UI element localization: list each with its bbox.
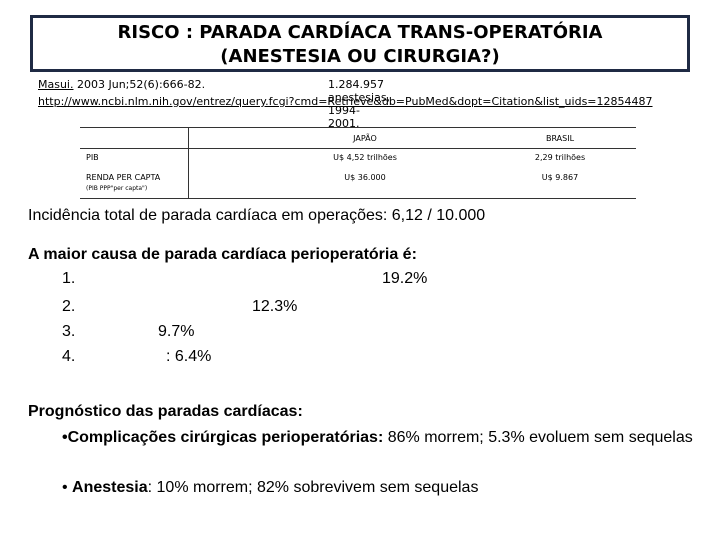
bullet-surgical-label: •Complicações cirúrgicas perioperatórias… bbox=[62, 429, 384, 446]
cell-japan: U$ 36.000 bbox=[344, 173, 386, 182]
title-box: RISCO : PARADA CARDÍACA TRANS-OPERATÓRIA… bbox=[30, 15, 690, 72]
prognosis-heading: Prognóstico das paradas cardíacas: bbox=[28, 403, 303, 420]
row-sublabel: (PIB PPP"per capta") bbox=[86, 185, 148, 192]
major-cause-heading: A maior causa de parada cardíaca periope… bbox=[28, 246, 417, 263]
row-label: PIB bbox=[86, 153, 99, 162]
table-header-row: JAPÃO BRASIL bbox=[80, 127, 636, 149]
cell-japan: U$ 4,52 trilhões bbox=[333, 153, 397, 162]
bullet-anesthesia-text: : 10% morrem; 82% sobrevivem sem sequela… bbox=[147, 479, 479, 496]
title-line-2: (ANESTESIA OU CIRURGIA?) bbox=[220, 46, 500, 67]
reference-url-line: http://www.ncbi.nlm.nih.gov/entrez/query… bbox=[38, 95, 653, 108]
journal-link[interactable]: Masui. bbox=[38, 78, 74, 91]
table-row: PIB U$ 4,52 trilhões 2,29 trilhões bbox=[80, 149, 636, 171]
reference-line: Masui. 2003 Jun;52(6):666-82. 1.284.957 … bbox=[38, 78, 390, 130]
cell-brazil: U$ 9.867 bbox=[541, 173, 579, 182]
list-item-number: 2. bbox=[62, 298, 76, 315]
bullet-anesthesia: • Anestesia: 10% morrem; 82% sobrevivem … bbox=[62, 476, 478, 500]
list-item-value: : 6.4% bbox=[166, 348, 212, 365]
list-item-number: 3. bbox=[62, 323, 76, 340]
title-line-1: RISCO : PARADA CARDÍACA TRANS-OPERATÓRIA bbox=[117, 22, 603, 43]
citation-text: 2003 Jun;52(6):666-82. bbox=[73, 78, 206, 91]
list-item-value: 9.7% bbox=[158, 323, 195, 340]
header-japan: JAPÃO bbox=[353, 134, 377, 143]
list-item-number: 1. bbox=[62, 270, 76, 287]
list-item-value: 12.3% bbox=[252, 298, 298, 315]
anesthesia-count: 1.284.957 anestesias, 1994- 2001. bbox=[328, 78, 391, 130]
header-brazil: BRASIL bbox=[545, 134, 575, 143]
cell-brazil: 2,29 trilhões bbox=[534, 153, 586, 162]
table-column-divider bbox=[188, 127, 189, 199]
bullet-surgical-text: 86% morrem; 5.3% evoluem sem sequelas bbox=[383, 429, 693, 446]
list-item-number: 4. bbox=[62, 348, 76, 365]
pubmed-link[interactable]: http://www.ncbi.nlm.nih.gov/entrez/query… bbox=[38, 95, 653, 108]
table-row: RENDA PER CAPTA (PIB PPP"per capta") U$ … bbox=[80, 171, 636, 199]
bullet-surgical: •Complicações cirúrgicas perioperatórias… bbox=[62, 426, 702, 450]
gdp-table: JAPÃO BRASIL PIB U$ 4,52 trilhões 2,29 t… bbox=[80, 127, 636, 199]
incidence-text: Incidência total de parada cardíaca em o… bbox=[28, 207, 486, 224]
list-item-value: 19.2% bbox=[382, 270, 428, 287]
row-label: RENDA PER CAPTA bbox=[86, 173, 161, 182]
bullet-anesthesia-label: Anestesia bbox=[72, 479, 148, 496]
bullet-marker: • bbox=[62, 479, 73, 496]
